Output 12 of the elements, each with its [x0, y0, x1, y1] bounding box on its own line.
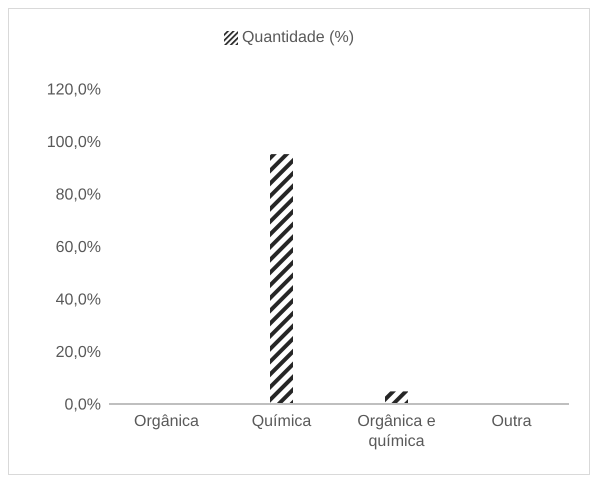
y-tick-label: 40,0%	[56, 292, 101, 309]
y-tick-label: 20,0%	[56, 344, 101, 362]
y-tick-label: 60,0%	[56, 239, 101, 256]
y-tick-label: 0,0%	[64, 396, 101, 414]
y-tick-label: 100,0%	[46, 134, 101, 152]
legend-label: Quantidade (%)	[242, 29, 354, 46]
y-tick-label: 120,0%	[46, 82, 101, 99]
x-tick-label: Orgânica	[134, 413, 200, 430]
x-tick-label: Outra	[491, 413, 532, 430]
y-tick-label: 80,0%	[56, 186, 101, 204]
x-tick-label: Química	[252, 413, 312, 430]
x-tick-label: Orgânica e química	[357, 413, 436, 450]
